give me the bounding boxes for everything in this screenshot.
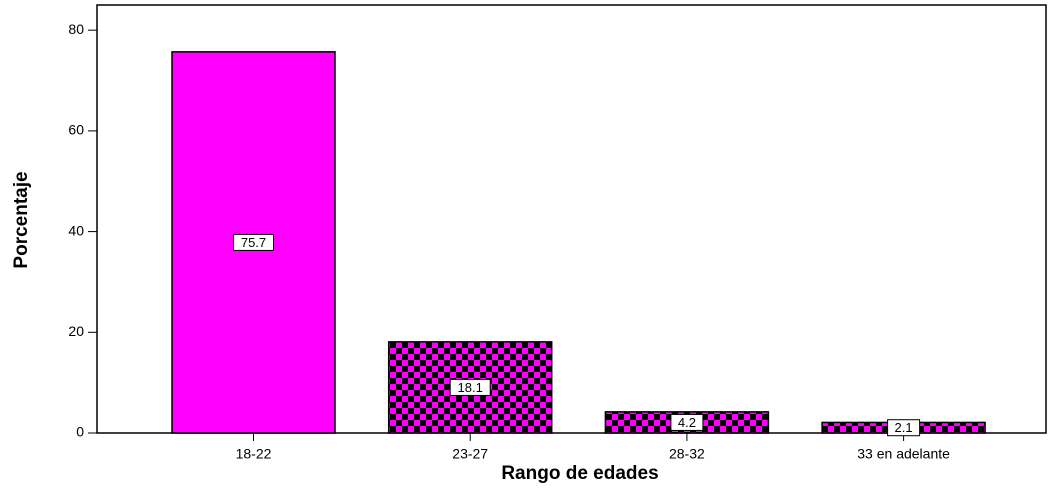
x-tick-label: 33 en adelante — [857, 446, 950, 462]
value-label-box — [449, 378, 491, 396]
y-tick-label: 80 — [68, 21, 84, 37]
value-label-box — [670, 413, 704, 431]
y-tick-label: 40 — [68, 222, 84, 238]
value-label-box — [887, 419, 921, 437]
y-tick-label: 60 — [68, 122, 84, 138]
x-tick-label: 23-27 — [452, 446, 488, 462]
value-label-box — [233, 233, 274, 251]
y-tick-label: 20 — [68, 323, 84, 339]
value-label: 4.2 — [678, 415, 696, 430]
value-label: 2.1 — [895, 420, 913, 435]
value-label: 75.7 — [241, 235, 266, 250]
y-axis-title: Porcentaje — [11, 171, 32, 268]
x-tick-label: 18-22 — [236, 446, 272, 462]
x-axis-title: Rango de edades — [501, 463, 658, 484]
x-tick-label: 28-32 — [669, 446, 705, 462]
value-label: 18.1 — [458, 380, 483, 395]
y-tick-label: 0 — [76, 424, 84, 440]
plot-frame — [96, 4, 1047, 434]
